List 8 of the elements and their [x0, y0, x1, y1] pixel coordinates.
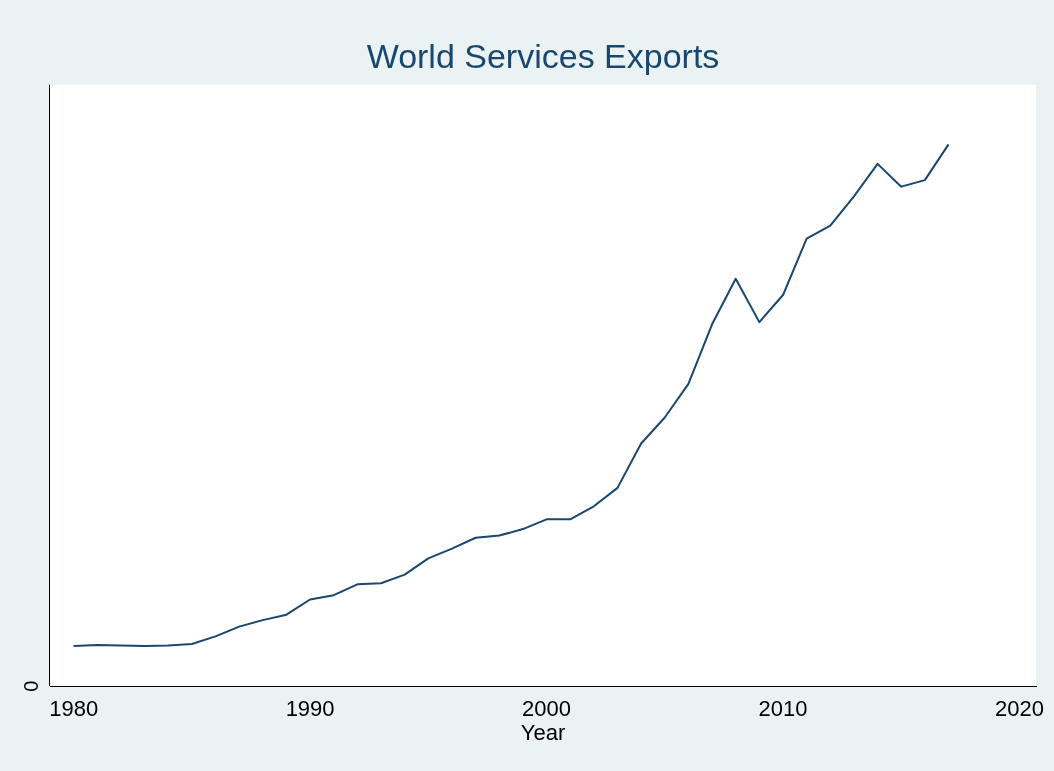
x-tick-label: 2020	[994, 696, 1044, 722]
x-tick-label: 1980	[49, 696, 99, 722]
x-tick-label: 2000	[522, 696, 572, 722]
chart-title: World Services Exports	[366, 36, 720, 75]
x-tick-label: 1990	[285, 696, 335, 722]
x-tick-label: 2010	[758, 696, 808, 722]
x-axis-title: Year	[520, 719, 566, 745]
text: 0	[19, 680, 42, 692]
